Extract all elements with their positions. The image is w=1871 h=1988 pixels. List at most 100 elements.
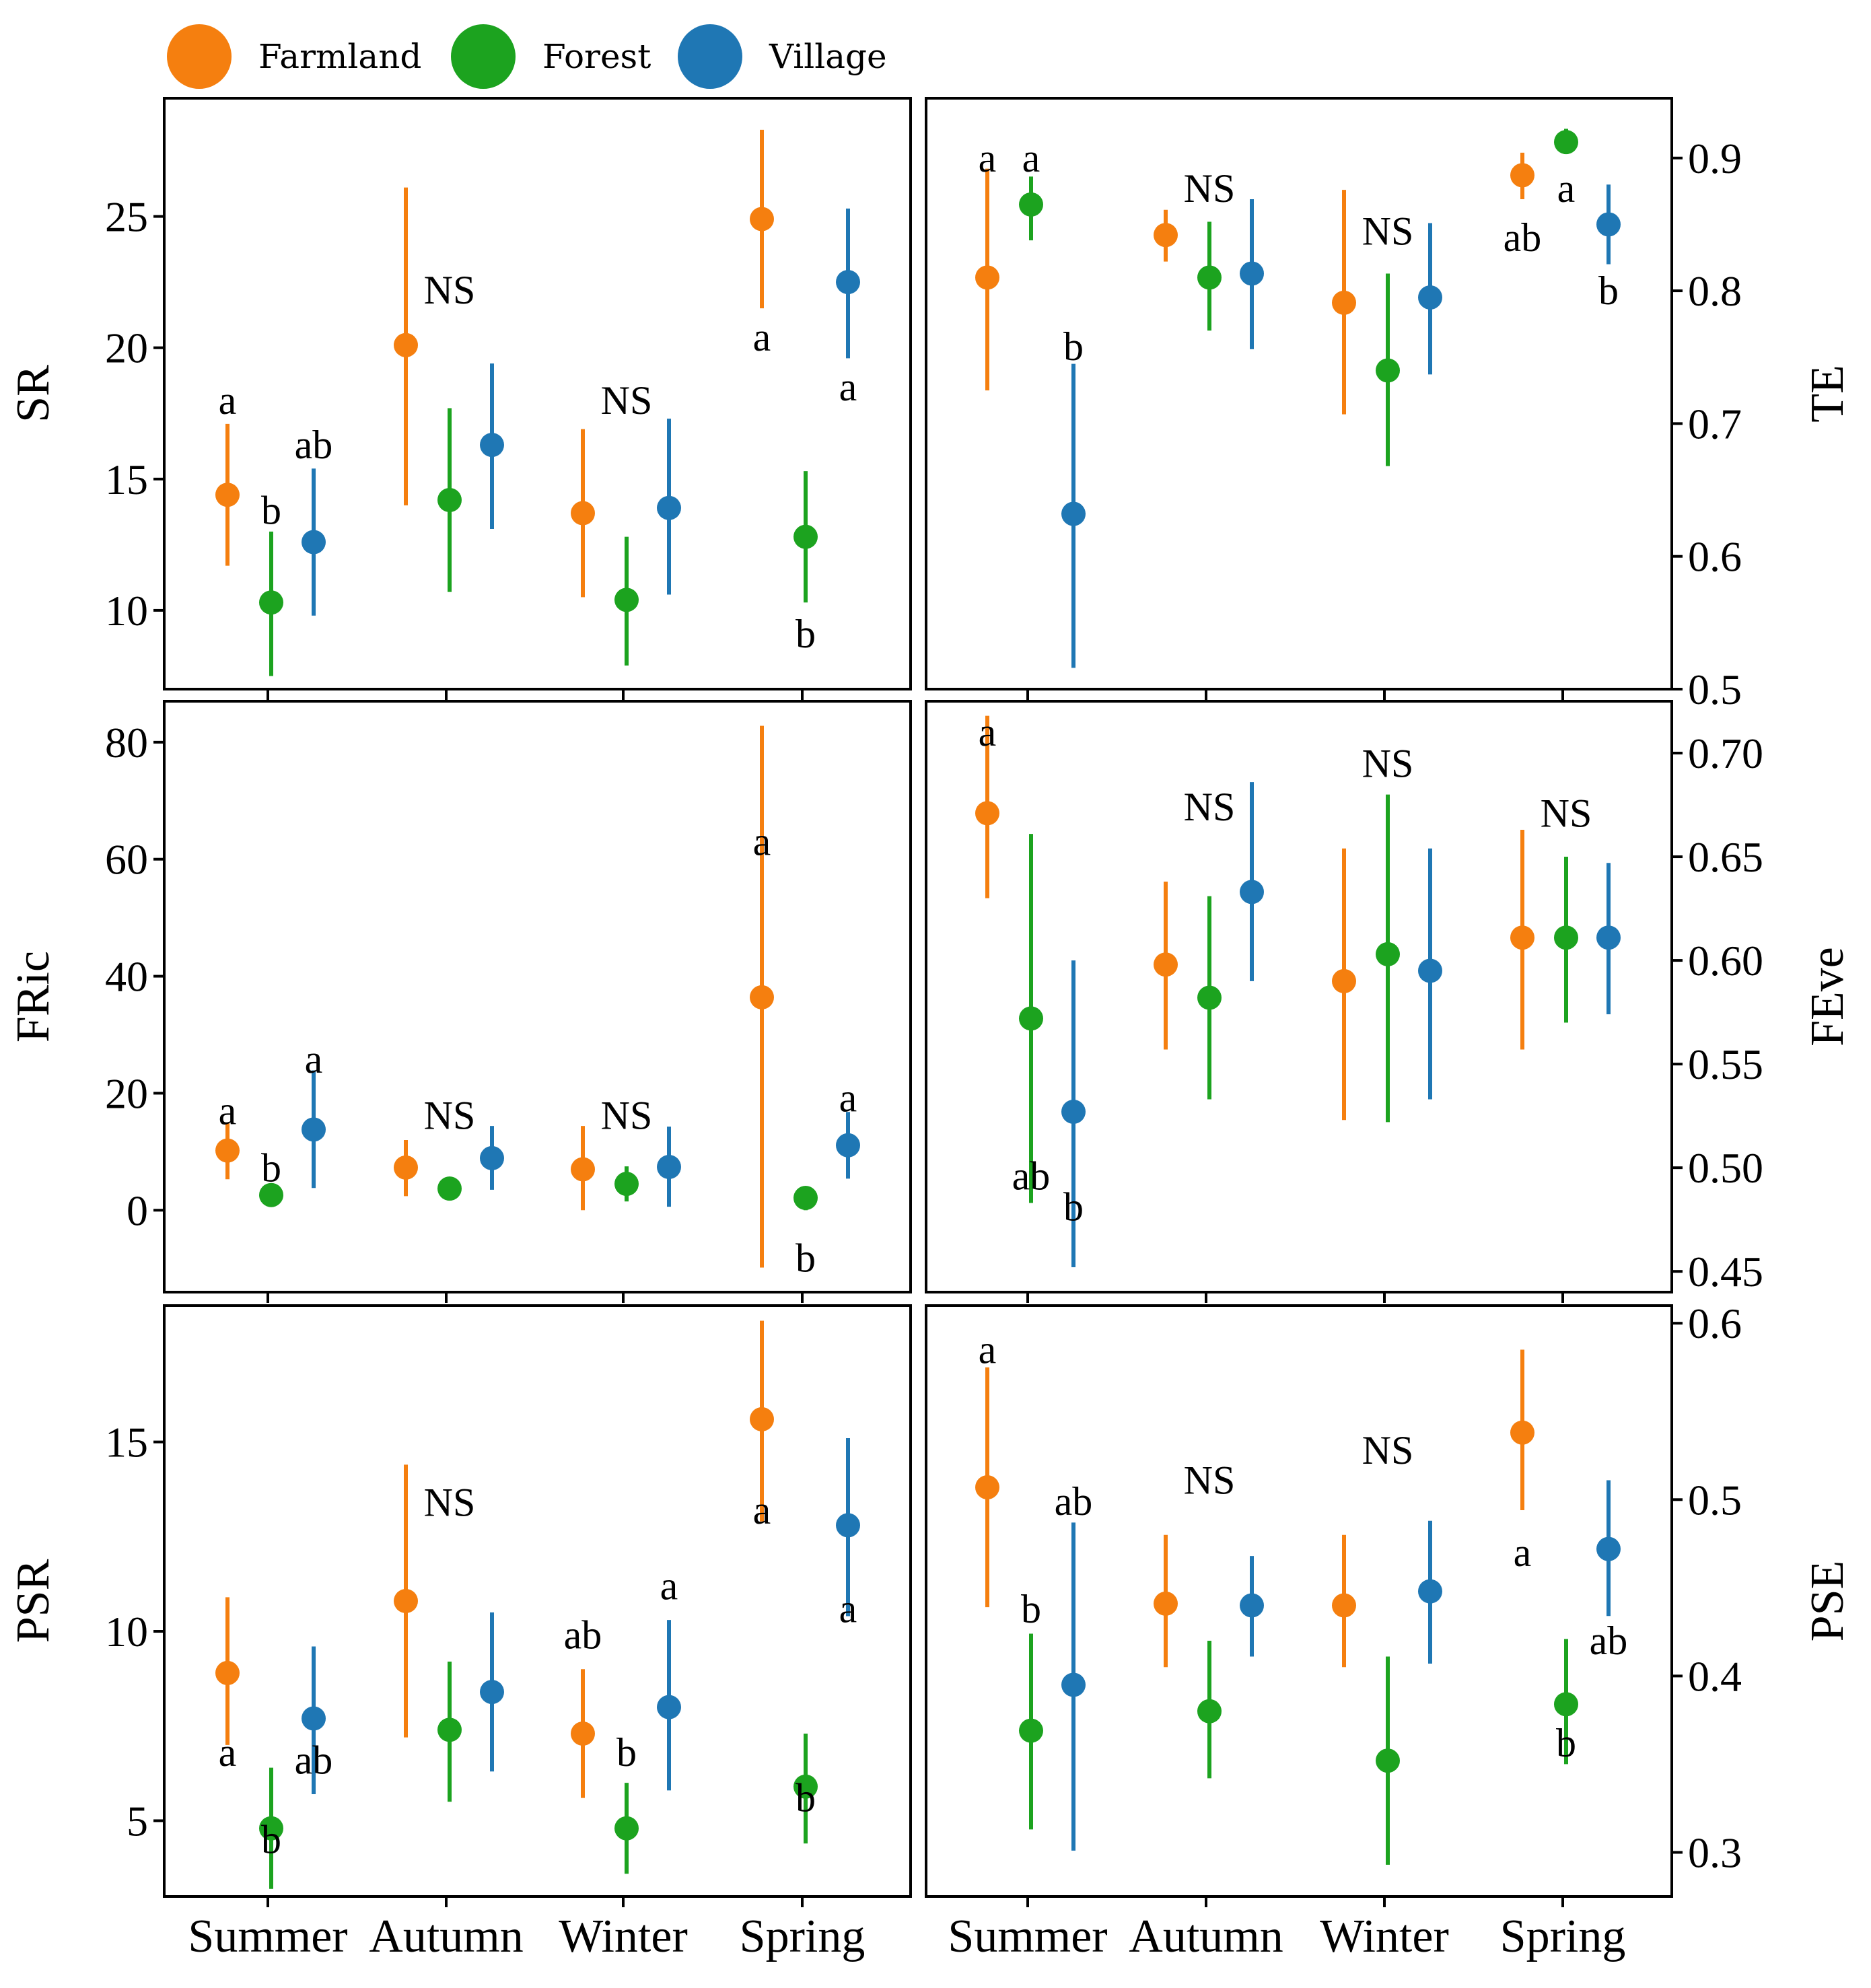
significance-label-psr: b bbox=[796, 1776, 816, 1820]
significance-label-psr: a bbox=[660, 1563, 678, 1608]
y-tick-label-psr: 15 bbox=[105, 1419, 148, 1466]
significance-label-pse: b bbox=[1021, 1587, 1041, 1631]
point-sr-village-autumn bbox=[480, 433, 504, 458]
significance-label-sr: NS bbox=[601, 378, 653, 423]
point-sr-forest-summer bbox=[259, 590, 283, 615]
significance-label-fric: NS bbox=[601, 1093, 653, 1137]
y-tick-label-pse: 0.4 bbox=[1688, 1652, 1742, 1700]
point-pse-farmland-winter bbox=[1332, 1593, 1356, 1618]
significance-label-sr: NS bbox=[424, 268, 476, 312]
point-te-village-spring bbox=[1596, 212, 1621, 237]
significance-label-fric: b bbox=[796, 1236, 816, 1281]
point-te-village-autumn bbox=[1240, 261, 1264, 286]
significance-label-feve: NS bbox=[1184, 785, 1236, 829]
y-tick-label-fric: 80 bbox=[105, 719, 148, 767]
y-tick-label-fric: 20 bbox=[105, 1069, 148, 1117]
point-feve-village-winter bbox=[1418, 958, 1442, 983]
point-pse-forest-spring bbox=[1554, 1692, 1578, 1717]
significance-label-psr: b bbox=[616, 1730, 637, 1775]
point-sr-farmland-summer bbox=[215, 483, 240, 507]
significance-label-fric: a bbox=[305, 1037, 323, 1081]
point-fric-forest-spring bbox=[793, 1186, 818, 1211]
y-tick-label-psr: 5 bbox=[127, 1797, 148, 1845]
point-sr-farmland-spring bbox=[750, 207, 774, 232]
significance-label-pse: a bbox=[1514, 1530, 1532, 1575]
significance-label-pse: b bbox=[1556, 1721, 1576, 1765]
point-fric-farmland-summer bbox=[215, 1138, 240, 1163]
significance-label-te: a bbox=[1022, 136, 1040, 180]
y-tick-label-sr: 10 bbox=[105, 587, 148, 635]
point-fric-village-summer bbox=[302, 1117, 326, 1142]
significance-label-psr: a bbox=[219, 1730, 237, 1775]
panel-frame-pse bbox=[925, 1304, 1673, 1898]
significance-label-psr: ab bbox=[564, 1613, 602, 1658]
significance-label-sr: b bbox=[261, 489, 281, 533]
significance-label-te: NS bbox=[1362, 209, 1414, 253]
point-fric-farmland-winter bbox=[571, 1157, 595, 1182]
point-feve-forest-winter bbox=[1376, 942, 1400, 966]
y-tick-label-fric: 40 bbox=[105, 953, 148, 1001]
legend-label-farmland: Farmland bbox=[258, 37, 421, 76]
point-feve-forest-spring bbox=[1554, 925, 1578, 950]
point-pse-farmland-autumn bbox=[1154, 1591, 1178, 1616]
significance-label-psr: b bbox=[261, 1818, 281, 1862]
significance-label-fric: NS bbox=[424, 1093, 476, 1137]
significance-label-te: b bbox=[1063, 324, 1084, 369]
y-tick-label-feve: 0.50 bbox=[1688, 1144, 1763, 1192]
point-te-farmland-summer bbox=[975, 265, 999, 290]
legend-swatch-farmland bbox=[167, 24, 232, 89]
point-fric-village-spring bbox=[836, 1133, 860, 1158]
point-pse-farmland-summer bbox=[975, 1475, 999, 1499]
panel-frame-feve bbox=[925, 700, 1673, 1293]
x-tick-label-autumn: Autumn bbox=[1129, 1911, 1283, 1962]
point-feve-village-autumn bbox=[1240, 880, 1264, 904]
point-te-forest-spring bbox=[1554, 130, 1578, 155]
point-sr-forest-spring bbox=[793, 524, 818, 549]
legend-swatch-village bbox=[678, 24, 742, 89]
point-feve-forest-autumn bbox=[1197, 985, 1222, 1010]
point-sr-village-spring bbox=[836, 270, 860, 295]
significance-label-psr: ab bbox=[295, 1738, 333, 1782]
point-pse-forest-winter bbox=[1376, 1748, 1400, 1773]
point-feve-farmland-winter bbox=[1332, 968, 1356, 993]
significance-label-sr: a bbox=[839, 365, 857, 409]
y-axis-title-te: TE bbox=[1802, 365, 1854, 423]
point-fric-forest-summer bbox=[259, 1182, 283, 1207]
point-psr-village-winter bbox=[657, 1695, 681, 1719]
significance-label-te: b bbox=[1598, 269, 1619, 313]
point-fric-village-autumn bbox=[480, 1145, 504, 1170]
y-axis-title-sr: SR bbox=[7, 365, 59, 423]
y-tick-label-feve: 0.60 bbox=[1688, 937, 1763, 985]
point-psr-village-summer bbox=[302, 1706, 326, 1731]
point-sr-farmland-autumn bbox=[394, 332, 418, 357]
panel-frame-fric bbox=[163, 700, 912, 1293]
y-tick-label-feve: 0.70 bbox=[1688, 730, 1763, 777]
point-psr-forest-spring bbox=[793, 1774, 818, 1799]
y-tick-label-pse: 0.3 bbox=[1688, 1829, 1742, 1876]
significance-label-sr: a bbox=[753, 315, 771, 359]
point-pse-village-spring bbox=[1596, 1536, 1621, 1561]
significance-label-psr: a bbox=[839, 1586, 857, 1631]
point-te-forest-summer bbox=[1019, 192, 1043, 217]
point-te-forest-autumn bbox=[1197, 265, 1222, 290]
significance-label-pse: a bbox=[979, 1328, 997, 1372]
significance-label-sr: b bbox=[796, 612, 816, 656]
point-psr-forest-summer bbox=[259, 1816, 283, 1841]
y-tick-label-pse: 0.6 bbox=[1688, 1300, 1742, 1347]
significance-label-pse: ab bbox=[1055, 1479, 1093, 1524]
significance-label-feve: ab bbox=[1012, 1153, 1051, 1198]
significance-label-psr: NS bbox=[424, 1481, 476, 1525]
legend-label-village: Village bbox=[769, 37, 887, 76]
significance-label-feve: NS bbox=[1541, 791, 1592, 835]
significance-label-te: a bbox=[979, 136, 997, 180]
point-pse-forest-summer bbox=[1019, 1718, 1043, 1743]
point-psr-farmland-spring bbox=[750, 1407, 774, 1431]
point-psr-village-autumn bbox=[480, 1680, 504, 1705]
significance-label-sr: ab bbox=[295, 423, 333, 467]
significance-label-pse: NS bbox=[1184, 1458, 1236, 1502]
point-pse-village-autumn bbox=[1240, 1593, 1264, 1618]
significance-label-fric: b bbox=[261, 1146, 281, 1191]
